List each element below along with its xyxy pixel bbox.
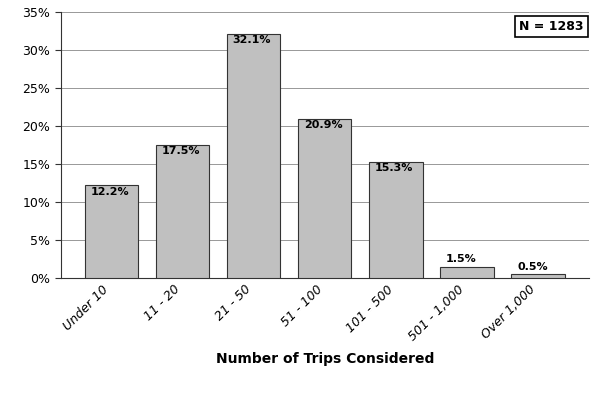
Bar	[440, 266, 493, 278]
Bar	[156, 145, 209, 278]
Text: 32.1%: 32.1%	[232, 35, 271, 45]
Text: 17.5%: 17.5%	[161, 146, 200, 156]
Bar	[512, 274, 565, 278]
Text: 20.9%: 20.9%	[304, 120, 342, 131]
Text: 12.2%: 12.2%	[90, 187, 129, 197]
Text: 0.5%: 0.5%	[517, 262, 548, 272]
Bar	[85, 185, 138, 278]
Text: 1.5%: 1.5%	[446, 254, 476, 264]
Bar	[298, 119, 351, 278]
Bar	[227, 34, 280, 278]
Text: 15.3%: 15.3%	[375, 163, 413, 173]
X-axis label: Number of Trips Considered: Number of Trips Considered	[215, 352, 434, 366]
Bar	[369, 162, 422, 278]
Text: N = 1283: N = 1283	[519, 20, 583, 33]
